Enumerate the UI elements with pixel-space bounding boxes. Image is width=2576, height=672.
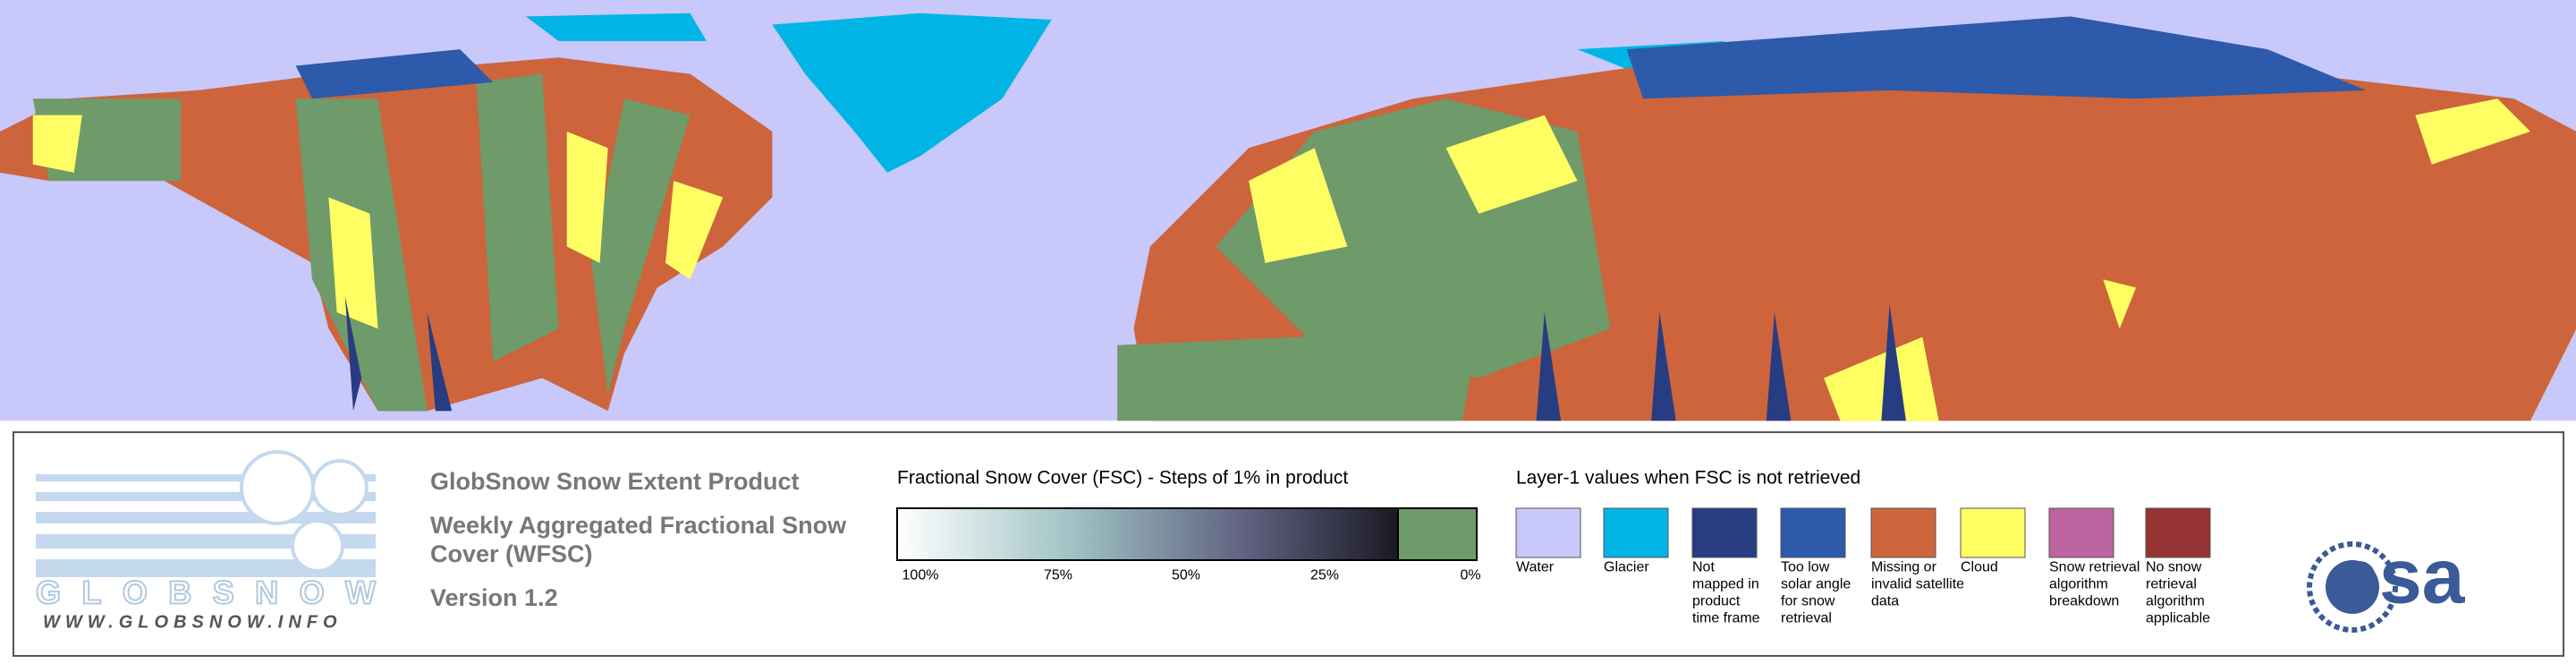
- legend-label: for snow: [1781, 593, 1835, 608]
- legend-swatch: [1691, 507, 1758, 558]
- legend-label: Missing or: [1871, 559, 1937, 574]
- layer1-legend: Water Glacier Not mapped in product time fram…: [1515, 507, 2211, 625]
- legend-label: time frame: [1692, 610, 1760, 625]
- legend-label: data: [1871, 593, 1899, 608]
- legend-label: Snow retrieval: [2049, 559, 2140, 574]
- legend-label: Cloud: [1961, 559, 1998, 574]
- legend-swatch: [1960, 507, 2026, 558]
- legend-swatch: [1603, 507, 1669, 558]
- legend-label: product: [1692, 593, 1741, 608]
- map: [0, 0, 2576, 421]
- product-version: Version 1.2: [430, 584, 558, 611]
- legend-label: mapped in: [1692, 576, 1759, 591]
- legend-label: No snow: [2146, 559, 2202, 574]
- legend-label: Too low: [1781, 559, 1830, 574]
- fsc-label: 25%: [1310, 567, 1339, 583]
- legend-label: retrieval: [2146, 576, 2197, 591]
- fsc-colorbar: [896, 507, 1399, 561]
- legend-label: Glacier: [1604, 559, 1649, 574]
- legend-label: algorithm: [2146, 593, 2205, 608]
- legend-label: solar angle: [1781, 576, 1851, 591]
- esa-logo: esa: [2307, 534, 2466, 633]
- fsc-labels: 100% 75% 50% 25% 0%: [902, 567, 1481, 583]
- logo-url: WWW.GLOBSNOW.INFO: [43, 613, 343, 633]
- legend-label: invalid satellite: [1871, 576, 1964, 591]
- product-title: GlobSnow Snow Extent Product: [430, 468, 800, 495]
- product-subtitle: Weekly Aggregated Fractional Snow: [430, 512, 847, 539]
- legend-swatch: [2145, 507, 2211, 558]
- legend-label: algorithm: [2049, 576, 2108, 591]
- legend-swatch: [1870, 507, 1936, 558]
- legend-label: Not: [1692, 559, 1715, 574]
- legend-swatch: [1780, 507, 1846, 558]
- legend-swatch: [1515, 507, 1581, 558]
- fsc-label: 0%: [1460, 567, 1480, 583]
- fsc-zero-swatch: [1397, 507, 1478, 561]
- fsc-label: 100%: [902, 567, 939, 583]
- fsc-label: 75%: [1044, 567, 1072, 583]
- legend-label: breakdown: [2049, 593, 2119, 608]
- product-subtitle: Cover (WFSC): [430, 540, 593, 567]
- legend-label: applicable: [2146, 610, 2210, 625]
- legend-label: Water: [1516, 559, 1555, 574]
- legend-swatch: [2048, 507, 2114, 558]
- fsc-label: 50%: [1172, 567, 1200, 583]
- fsc-title: Fractional Snow Cover (FSC) - Steps of 1…: [897, 467, 1348, 488]
- layer1-title: Layer-1 values when FSC is not retrieved: [1516, 467, 1860, 488]
- esa-text: esa: [2336, 534, 2466, 620]
- legend-label: retrieval: [1781, 610, 1832, 625]
